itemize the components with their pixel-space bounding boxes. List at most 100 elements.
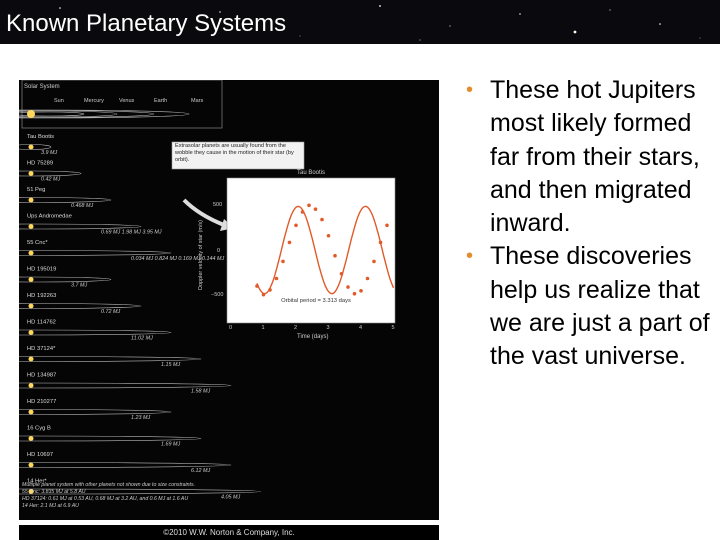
inset-xtick: 5 xyxy=(392,325,395,331)
bullet-list: • These hot Jupiters most likely formed … xyxy=(462,74,712,374)
star-name: HD 210277 xyxy=(27,399,56,405)
data-point xyxy=(300,210,305,214)
star-system-row: HD 210277 1.23 MJ xyxy=(0,399,172,421)
star-system-row: Ups Andromedae 0.69 MJ 1.98 MJ 3.95 MJ xyxy=(0,214,162,236)
bullet-item: • These discoveries help us realize that… xyxy=(462,240,712,373)
solar-planet-label: Mars xyxy=(191,98,203,104)
star-icon xyxy=(28,383,34,388)
solar-system-label: Solar System xyxy=(24,84,60,90)
planet-mass-label: 0.034 MJ 0.824 MJ 0.169 MJ 0.144 MJ xyxy=(131,256,224,262)
star-name: Tau Bootis xyxy=(27,134,54,140)
orbit-ellipse xyxy=(0,409,172,415)
star-system-row: 14 Her* 4.05 MJ xyxy=(0,479,262,501)
data-point xyxy=(287,240,292,245)
orbit-ellipse xyxy=(0,197,112,203)
planet-mass-label: 0.42 MJ xyxy=(41,177,60,183)
star-name: 55 Cnc* xyxy=(27,240,48,246)
inset-xlabel: Time (days) xyxy=(297,334,328,340)
star-system-row: HD 10697 6.12 MJ xyxy=(0,452,232,474)
planet-mass-label: 1.69 MJ xyxy=(161,442,180,448)
data-point xyxy=(339,271,344,276)
star-system-row: HD 37124* 1.15 MJ xyxy=(0,346,202,368)
star-system-row: HD 195019 3.7 MJ xyxy=(0,267,112,289)
bullet-text: These discoveries help us realize that w… xyxy=(490,242,710,371)
footnote-line: HD 37124: 0.61 MJ at 0.53 AU, 0.68 MJ at… xyxy=(22,496,188,502)
data-point xyxy=(281,259,285,264)
planet-mass-label: 1.23 MJ xyxy=(131,415,150,421)
data-point xyxy=(333,253,337,258)
star-system-row: HD 192263 0.72 MJ xyxy=(0,293,142,315)
data-point xyxy=(268,288,272,292)
data-point xyxy=(274,276,279,281)
orbit-ellipse xyxy=(0,462,232,468)
star-name: HD 37124* xyxy=(27,346,56,352)
orbit-ellipse xyxy=(0,303,142,309)
callout-box xyxy=(171,141,305,170)
star-icon xyxy=(28,303,34,309)
star-name: HD 10697 xyxy=(27,452,53,458)
orbital-period-label: Orbital period = 3.313 days xyxy=(281,298,351,304)
star-system-row: HD 134987 1.58 MJ xyxy=(0,373,232,395)
solar-planet-label: Venus xyxy=(119,98,135,104)
planet-mass-label: 3.9 MJ xyxy=(41,150,57,156)
slide-header: Known Planetary Systems xyxy=(0,0,720,44)
star-icon xyxy=(28,277,34,282)
data-point xyxy=(346,285,350,289)
star-name: HD 75289 xyxy=(27,161,53,167)
star-icon xyxy=(28,436,34,441)
data-point xyxy=(307,203,311,208)
star-system-row: HD 114762 11.02 MJ xyxy=(0,320,172,342)
planet-mass-label: 6.12 MJ xyxy=(191,468,210,474)
star-system-row: Tau Bootis 3.9 MJ xyxy=(10,134,57,156)
footnote-line: 55 Cnc: 3.835 MJ at 5.8 AU xyxy=(22,489,86,495)
planet-mass-label: 0.468 MJ xyxy=(71,203,93,209)
inset-star-label: Tau Bootis xyxy=(297,170,325,176)
data-point xyxy=(326,233,331,238)
data-point xyxy=(313,207,318,211)
planetary-systems-figure: Solar System Sun Mercury Venus Earth Mar… xyxy=(0,79,439,520)
star-icon xyxy=(28,462,34,468)
star-system-row: 51 Peg 0.468 MJ xyxy=(0,187,112,209)
data-point xyxy=(359,289,363,293)
star-icon xyxy=(28,197,34,203)
radial-velocity-curve xyxy=(255,203,395,297)
orbit-ellipse xyxy=(0,250,172,256)
star-systems-list: Tau Bootis 3.9 MJ HD 75289 0.42 MJ 51 Peg 0.4… xyxy=(0,134,262,501)
bullet-marker: • xyxy=(466,79,474,101)
planet-mass-label: 1.58 MJ xyxy=(191,389,210,395)
data-point xyxy=(372,259,376,264)
data-point xyxy=(261,292,266,297)
inset-ytick: 500 xyxy=(213,202,222,208)
star-name: HD 195019 xyxy=(27,267,56,273)
planet-mass-label: 4.05 MJ xyxy=(221,495,240,501)
callout-text: Extrasolar planets are usually found fro… xyxy=(175,143,294,163)
planet-mass-label: 1.15 MJ xyxy=(161,362,180,368)
planet-mass-label: 0.72 MJ xyxy=(101,309,120,315)
inset-xtick: 1 xyxy=(262,325,265,331)
inset-ytick: 0 xyxy=(217,248,220,254)
slide-title: Known Planetary Systems xyxy=(6,10,287,37)
star-name: HD 114762 xyxy=(27,320,56,326)
star-name: 14 Her* xyxy=(27,479,47,485)
data-point xyxy=(378,240,383,245)
data-point xyxy=(320,217,324,222)
data-point xyxy=(255,284,259,288)
image-credit: ©2010 W.W. Norton & Company, Inc. xyxy=(19,525,439,540)
planet-mass-label: 11.02 MJ xyxy=(131,336,153,342)
solar-system-box xyxy=(21,79,223,129)
data-point xyxy=(385,223,389,228)
solar-orbits xyxy=(0,109,190,119)
star-icon xyxy=(28,330,34,335)
orbit-ellipse xyxy=(0,223,142,230)
inset-chart-frame xyxy=(226,177,396,324)
inset-xtick: 3 xyxy=(327,325,330,331)
inset-xtick: 0 xyxy=(229,325,232,331)
orbit-ellipse xyxy=(0,435,202,442)
footnote-line: Multiple planet system with other planet… xyxy=(22,482,195,488)
orbit-ellipse xyxy=(0,170,82,177)
solar-planet-label: Earth xyxy=(154,98,167,104)
inset-xticks: 0 1 2 3 4 5 xyxy=(229,325,395,331)
star-system-row: HD 75289 0.42 MJ xyxy=(0,161,82,183)
orbit-ellipse xyxy=(0,276,112,283)
star-system-row: 16 Cyg B 1.69 MJ xyxy=(0,426,202,448)
